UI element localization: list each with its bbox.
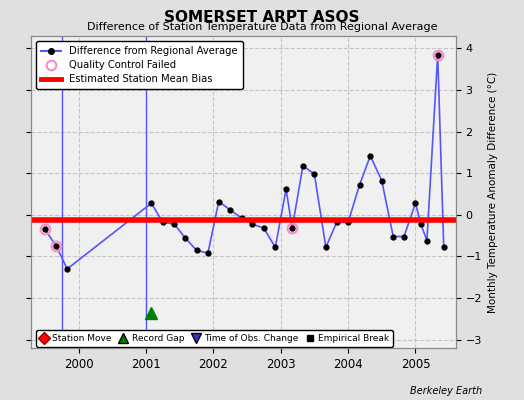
- Legend: Station Move, Record Gap, Time of Obs. Change, Empirical Break: Station Move, Record Gap, Time of Obs. C…: [36, 330, 393, 347]
- Text: Difference of Station Temperature Data from Regional Average: Difference of Station Temperature Data f…: [87, 22, 437, 32]
- Text: Berkeley Earth: Berkeley Earth: [410, 386, 482, 396]
- Text: SOMERSET ARPT ASOS: SOMERSET ARPT ASOS: [164, 10, 360, 25]
- Y-axis label: Monthly Temperature Anomaly Difference (°C): Monthly Temperature Anomaly Difference (…: [488, 71, 498, 313]
